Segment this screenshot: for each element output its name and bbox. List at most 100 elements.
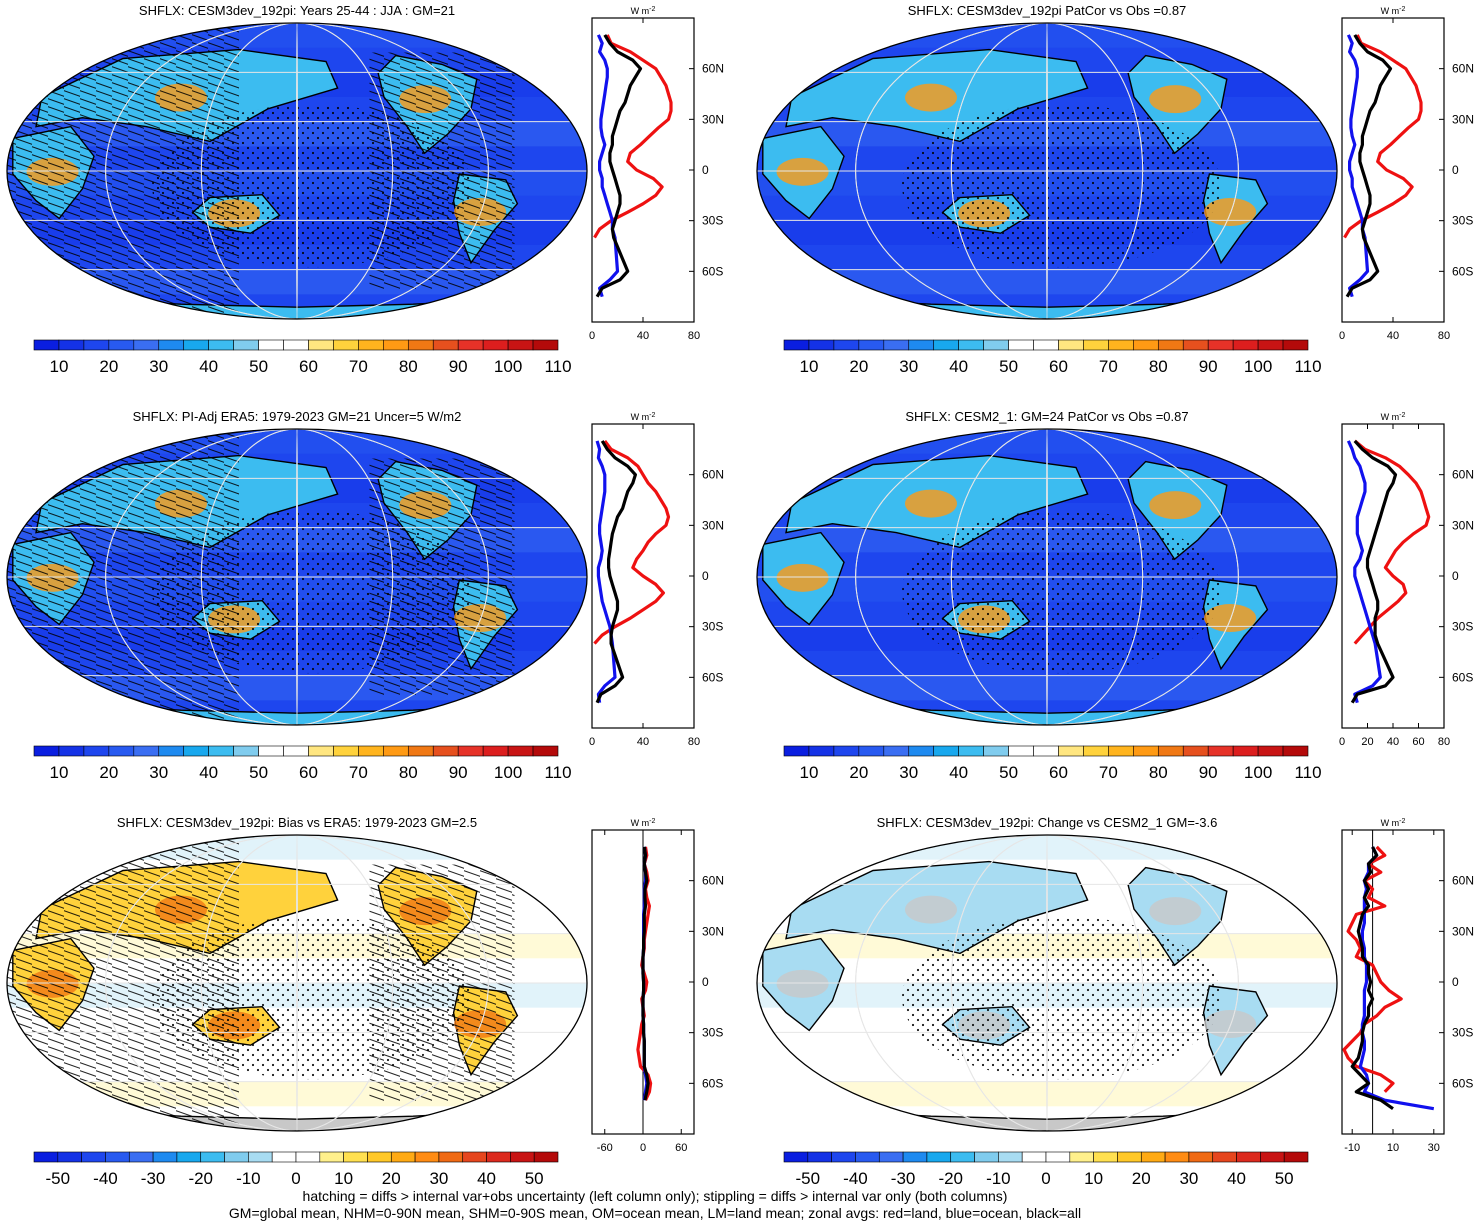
zonal-series-all xyxy=(641,846,650,1101)
colorbar-swatch xyxy=(248,1151,273,1163)
colorbar-swatch xyxy=(998,1151,1023,1163)
x-tick-label: 60 xyxy=(675,1142,687,1154)
graticule-lon xyxy=(296,429,298,725)
colorbar-label: 40 xyxy=(1227,1169,1246,1188)
colorbar-label: 40 xyxy=(949,763,968,782)
colorbar-swatch xyxy=(33,339,60,351)
zonal-units-label: W m-2 xyxy=(631,412,656,422)
colorbar-swatch xyxy=(367,1151,392,1163)
colorbar-label: -10 xyxy=(986,1169,1011,1188)
colorbar-label: 30 xyxy=(429,1169,448,1188)
zonal-mean-plot: W m-2 60N 30N 0 30S 60S -10 10 30 xyxy=(1341,818,1474,1154)
colorbar-swatch xyxy=(383,339,409,351)
colorbar-label: 110 xyxy=(1294,357,1321,376)
graticule-lon xyxy=(105,429,489,725)
map-field xyxy=(757,835,1337,1131)
lat-tick-label: 30N xyxy=(702,112,724,126)
colorbar-swatch xyxy=(152,1151,178,1163)
colorbar-swatch xyxy=(933,339,959,351)
colorbar-label: 50 xyxy=(249,763,268,782)
zonal-frame xyxy=(1341,829,1445,1135)
colorbar-swatch xyxy=(432,745,459,757)
colorbar: 10 20 30 40 50 60 70 80 90 100 110 xyxy=(33,339,572,376)
colorbar-swatch xyxy=(1257,339,1284,351)
graticule-lon xyxy=(200,429,394,725)
x-tick-label: 0 xyxy=(640,1142,646,1154)
colorbar-label: 20 xyxy=(99,763,118,782)
colorbar-swatch xyxy=(1282,339,1309,351)
graticule-lon xyxy=(950,23,1144,319)
colorbar-label: 30 xyxy=(899,357,918,376)
x-tick-label: 80 xyxy=(1438,736,1450,748)
colorbar: -50 -40 -30 -20 -10 0 10 20 30 40 50 xyxy=(33,1151,559,1188)
colorbar-swatch xyxy=(933,745,959,757)
colorbar-swatch xyxy=(457,745,484,757)
colorbar-swatch xyxy=(457,339,484,351)
zonal-mean-plot: W m-2 60N 30N 0 30S 60S 0 20 40 60 80 xyxy=(1339,412,1474,748)
lat-tick-label: 60N xyxy=(1452,62,1474,76)
map-border xyxy=(6,22,588,320)
colorbar-swatch xyxy=(858,745,885,757)
colorbar-swatch xyxy=(1058,339,1084,351)
colorbar-swatch xyxy=(833,339,860,351)
colorbar-swatch xyxy=(1157,745,1184,757)
lat-tick-label: 0 xyxy=(702,975,709,989)
colorbar-swatch xyxy=(58,745,85,757)
colorbar-label: -10 xyxy=(236,1169,261,1188)
colorbar-swatch xyxy=(1008,339,1034,351)
zonal-units-label: W m-2 xyxy=(631,6,656,16)
map-border xyxy=(6,834,588,1132)
colorbar-label: -20 xyxy=(938,1169,963,1188)
colorbar-label: 40 xyxy=(199,763,218,782)
colorbar-swatch xyxy=(958,745,984,757)
colorbar-swatch xyxy=(208,339,234,351)
colorbar-swatch xyxy=(532,745,559,757)
lat-tick-label: 60N xyxy=(1452,468,1474,482)
panel-2: SHFLX: CESM3dev_192pi PatCor vs Obs =0.8… xyxy=(756,3,1474,376)
panel-title: SHFLX: CESM3dev_192pi PatCor vs Obs =0.8… xyxy=(908,3,1187,18)
colorbar-label: 20 xyxy=(382,1169,401,1188)
graticule-lon xyxy=(200,835,394,1131)
panel-6: SHFLX: CESM3dev_192pi: Change vs CESM2_1… xyxy=(756,815,1474,1188)
zonal-units-label: W m-2 xyxy=(1381,412,1406,422)
colorbar-label: 10 xyxy=(49,357,68,376)
x-tick-label: 40 xyxy=(1387,736,1399,748)
colorbar-swatch xyxy=(833,745,860,757)
lat-tick-label: 60S xyxy=(1452,264,1473,278)
x-tick-label: 80 xyxy=(1438,330,1450,342)
map-border xyxy=(6,428,588,726)
colorbar-swatch xyxy=(958,339,984,351)
panel-title: SHFLX: PI-Adj ERA5: 1979-2023 GM=21 Unce… xyxy=(133,409,462,424)
panel-title: SHFLX: CESM3dev_192pi: Bias vs ERA5: 197… xyxy=(117,815,477,830)
colorbar-swatch xyxy=(983,339,1009,351)
colorbar-label: 70 xyxy=(1099,357,1118,376)
colorbar-swatch xyxy=(908,745,935,757)
lat-tick-label: 30S xyxy=(1452,214,1473,228)
colorbar-label: 90 xyxy=(1199,763,1218,782)
colorbar-swatch xyxy=(333,745,359,757)
colorbar-swatch xyxy=(855,1151,880,1163)
colorbar-swatch xyxy=(1207,745,1234,757)
colorbar-swatch xyxy=(507,339,534,351)
colorbar-swatch xyxy=(1207,339,1234,351)
lat-tick-label: 0 xyxy=(1452,163,1459,177)
colorbar-label: 10 xyxy=(49,763,68,782)
colorbar-swatch xyxy=(1083,745,1109,757)
colorbar-swatch xyxy=(1257,745,1284,757)
panel-4: SHFLX: CESM2_1: GM=24 PatCor vs Obs =0.8… xyxy=(756,409,1474,782)
colorbar-label: 30 xyxy=(1179,1169,1198,1188)
colorbar-label: 20 xyxy=(849,763,868,782)
colorbar-label: 70 xyxy=(349,763,368,782)
colorbar-label: -30 xyxy=(891,1169,916,1188)
colorbar-swatch xyxy=(902,1151,928,1163)
colorbar-swatch xyxy=(108,745,135,757)
colorbar-swatch xyxy=(486,1151,511,1163)
x-tick-label: 80 xyxy=(688,330,700,342)
zonal-mean-plot: W m-2 60N 30N 0 30S 60S 0 40 80 xyxy=(1339,6,1474,342)
colorbar-swatch xyxy=(831,1151,856,1163)
colorbar-swatch xyxy=(878,1151,904,1163)
colorbar-swatch xyxy=(81,1151,106,1163)
colorbar-label: -50 xyxy=(46,1169,71,1188)
map-field xyxy=(7,835,587,1131)
zonal-mean-plot: W m-2 60N 30N 0 30S 60S 0 40 80 xyxy=(589,6,724,342)
